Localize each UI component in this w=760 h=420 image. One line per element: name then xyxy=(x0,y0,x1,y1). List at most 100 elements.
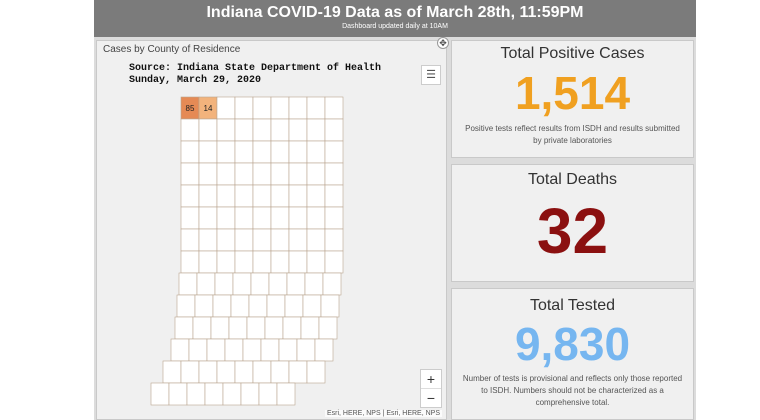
county-shape[interactable] xyxy=(306,162,326,186)
county-shape[interactable] xyxy=(180,360,200,384)
county-cell[interactable] xyxy=(216,206,236,230)
county-shape[interactable] xyxy=(216,360,236,384)
county-cell[interactable] xyxy=(306,228,326,252)
county-cell[interactable] xyxy=(234,250,254,274)
county-cell[interactable] xyxy=(278,338,298,362)
county-cell[interactable] xyxy=(228,316,248,340)
county-shape[interactable] xyxy=(216,206,236,230)
county-shape[interactable] xyxy=(234,96,254,120)
county-shape[interactable] xyxy=(270,96,290,120)
county-shape[interactable] xyxy=(252,96,272,120)
county-shape[interactable] xyxy=(216,96,236,120)
county-shape[interactable] xyxy=(270,250,290,274)
county-shape[interactable] xyxy=(252,140,272,164)
county-shape[interactable] xyxy=(180,250,200,274)
county-cell[interactable] xyxy=(322,272,342,296)
county-cell[interactable] xyxy=(324,228,344,252)
county-shape[interactable] xyxy=(206,338,226,362)
county-cell[interactable] xyxy=(198,228,218,252)
county-shape[interactable] xyxy=(300,316,320,340)
county-shape[interactable] xyxy=(216,228,236,252)
county-cell[interactable] xyxy=(252,140,272,164)
county-cell[interactable] xyxy=(306,140,326,164)
county-cell[interactable] xyxy=(180,250,200,274)
county-cell[interactable] xyxy=(234,206,254,230)
county-cell[interactable] xyxy=(198,206,218,230)
county-cell[interactable] xyxy=(252,162,272,186)
county-cell[interactable] xyxy=(286,272,306,296)
county-cell[interactable] xyxy=(216,360,236,384)
zoom-in-button[interactable]: + xyxy=(426,371,436,387)
county-cell[interactable] xyxy=(216,140,236,164)
county-cell[interactable] xyxy=(288,228,308,252)
county-shape[interactable] xyxy=(270,206,290,230)
county-shape[interactable] xyxy=(302,294,322,318)
county-cell[interactable] xyxy=(324,184,344,208)
county-shape[interactable] xyxy=(286,272,306,296)
county-cell[interactable] xyxy=(186,382,206,406)
county-cell[interactable] xyxy=(222,382,242,406)
county-shape[interactable] xyxy=(318,316,338,340)
county-map-panel[interactable]: 85 14 Cases by County of Residence Source… xyxy=(96,37,449,420)
county-cell[interactable] xyxy=(324,118,344,142)
county-cell[interactable] xyxy=(192,316,212,340)
county-shape[interactable] xyxy=(306,206,326,230)
county-shape[interactable] xyxy=(150,382,170,406)
county-shape[interactable] xyxy=(232,272,252,296)
county-shape[interactable] xyxy=(320,294,340,318)
county-cell[interactable] xyxy=(270,250,290,274)
county-shape[interactable] xyxy=(180,118,200,142)
county-cell[interactable] xyxy=(288,184,308,208)
county-shape[interactable] xyxy=(234,206,254,230)
county-shape[interactable] xyxy=(174,316,194,340)
county-cell[interactable]: 85 xyxy=(180,96,200,120)
county-shape[interactable] xyxy=(270,140,290,164)
county-shape[interactable] xyxy=(270,228,290,252)
county-shape[interactable] xyxy=(230,294,250,318)
county-shape[interactable] xyxy=(198,206,218,230)
county-cell[interactable] xyxy=(324,206,344,230)
county-shape[interactable] xyxy=(192,316,212,340)
county-cell[interactable] xyxy=(196,272,216,296)
county-cell[interactable] xyxy=(276,382,296,406)
county-shape[interactable] xyxy=(198,184,218,208)
county-cell[interactable] xyxy=(252,206,272,230)
county-cell[interactable] xyxy=(206,338,226,362)
county-cell[interactable] xyxy=(324,162,344,186)
county-cell[interactable] xyxy=(216,162,236,186)
county-shape[interactable] xyxy=(306,140,326,164)
county-shape[interactable] xyxy=(234,118,254,142)
county-shape[interactable] xyxy=(306,184,326,208)
indiana-county-map[interactable]: 85 14 xyxy=(97,41,446,419)
county-shape[interactable] xyxy=(288,118,308,142)
county-cell[interactable] xyxy=(234,228,254,252)
county-cell[interactable] xyxy=(282,316,302,340)
county-shape[interactable] xyxy=(288,228,308,252)
county-shape[interactable] xyxy=(248,294,268,318)
county-shape[interactable] xyxy=(234,228,254,252)
county-shape[interactable] xyxy=(252,228,272,252)
county-cell[interactable] xyxy=(250,272,270,296)
county-shape[interactable] xyxy=(252,162,272,186)
county-cell[interactable] xyxy=(252,250,272,274)
county-shape[interactable] xyxy=(252,184,272,208)
county-shape[interactable] xyxy=(180,206,200,230)
county-shape[interactable] xyxy=(284,294,304,318)
county-cell[interactable] xyxy=(288,250,308,274)
county-shape[interactable] xyxy=(198,118,218,142)
county-cell[interactable] xyxy=(306,250,326,274)
county-shape[interactable] xyxy=(270,184,290,208)
county-cell[interactable] xyxy=(180,206,200,230)
county-cell[interactable] xyxy=(242,338,262,362)
county-cell[interactable] xyxy=(270,228,290,252)
county-cell[interactable] xyxy=(162,360,182,384)
county-shape[interactable] xyxy=(178,272,198,296)
county-cell[interactable] xyxy=(296,338,316,362)
county-cell[interactable] xyxy=(210,316,230,340)
county-shape[interactable] xyxy=(264,316,284,340)
county-cell[interactable] xyxy=(170,338,190,362)
county-shape[interactable] xyxy=(306,96,326,120)
county-shape[interactable] xyxy=(252,206,272,230)
county-shape[interactable] xyxy=(288,140,308,164)
county-cell[interactable] xyxy=(168,382,188,406)
